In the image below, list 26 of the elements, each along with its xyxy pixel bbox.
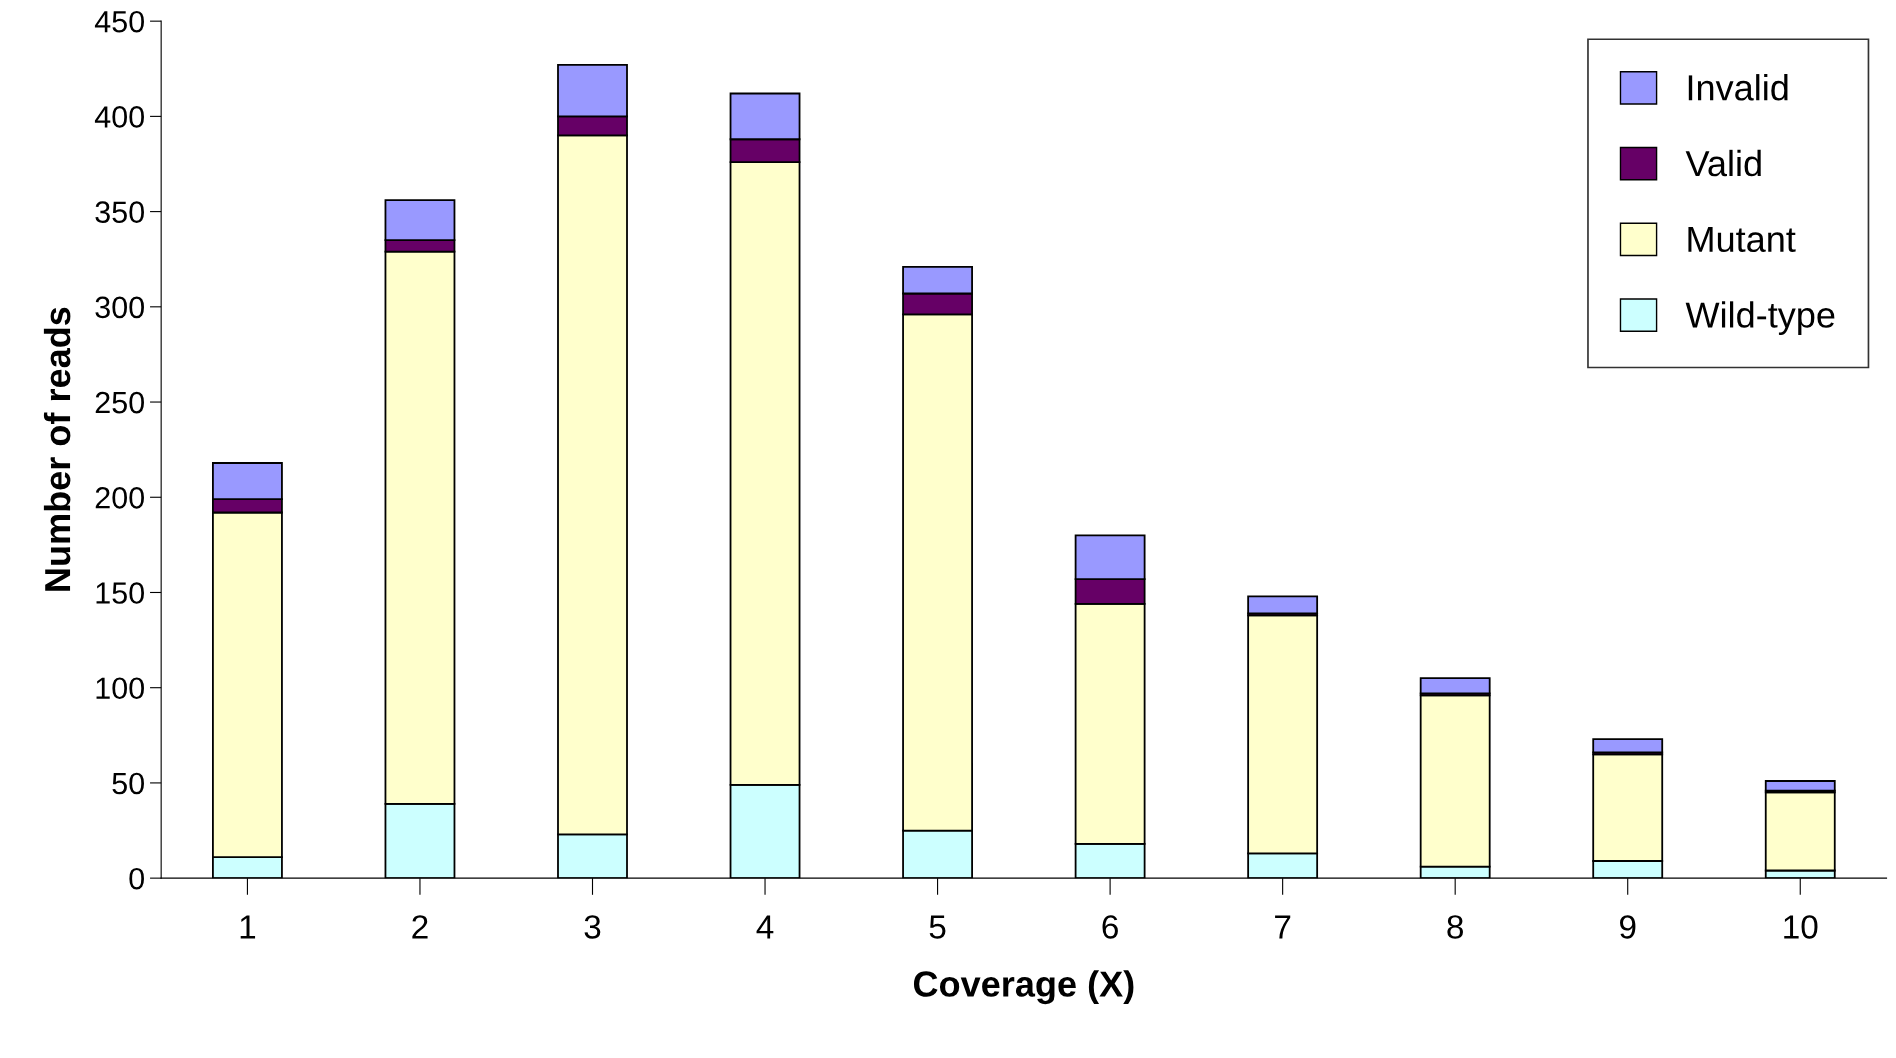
legend-label: Wild-type [1685, 301, 1835, 335]
y-tick-label: 50 [112, 772, 144, 795]
x-tick-label: 9 [1620, 915, 1636, 939]
x-tick-label: 8 [1447, 915, 1463, 939]
x-tick-label: 7 [1275, 915, 1291, 939]
x-tick-label: 10 [1784, 915, 1818, 939]
x-tick-label: 2 [412, 915, 428, 939]
x-tick-label: 3 [584, 915, 601, 939]
y-tick-label: 100 [96, 677, 144, 700]
y-tick-label: 400 [94, 106, 144, 128]
y-tick-label: 150 [96, 582, 144, 604]
y-tick-label: 0 [129, 867, 144, 890]
y-tick-label: 450 [94, 10, 144, 33]
x-tick-label: 4 [756, 915, 774, 939]
legend-label: Valid [1685, 149, 1761, 177]
y-tick-label: 350 [95, 201, 144, 223]
y-axis-title: Number of reads [43, 307, 71, 591]
y-tick-label: 250 [95, 391, 144, 414]
legend-label: Mutant [1688, 226, 1796, 253]
x-tick-label: 5 [929, 915, 946, 939]
x-tick-label: 1 [240, 915, 256, 939]
x-axis-title: Coverage (X) [913, 970, 1134, 1005]
legend-label: Invalid [1688, 74, 1788, 101]
y-tick-label: 300 [95, 296, 144, 319]
y-tick-label: 200 [95, 487, 144, 509]
x-tick-label: 6 [1102, 915, 1118, 939]
